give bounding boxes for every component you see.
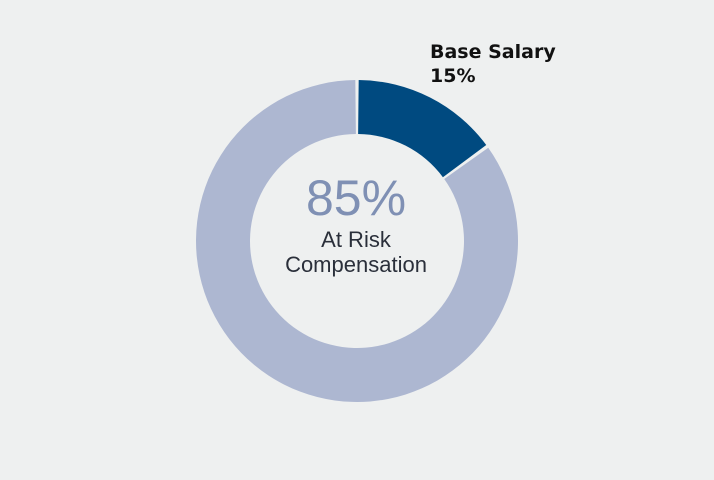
- base-salary-callout-name: Base Salary: [430, 41, 556, 63]
- center-caption-line-2: Compensation: [285, 252, 427, 277]
- center-caption-line-1: At Risk: [321, 227, 392, 252]
- center-percentage-label: 85%: [306, 170, 406, 226]
- donut-slices: [196, 80, 518, 402]
- slice-at-risk-compensation: [196, 80, 518, 402]
- slice-base-salary: [358, 80, 487, 178]
- base-salary-callout-value: 15%: [430, 65, 475, 87]
